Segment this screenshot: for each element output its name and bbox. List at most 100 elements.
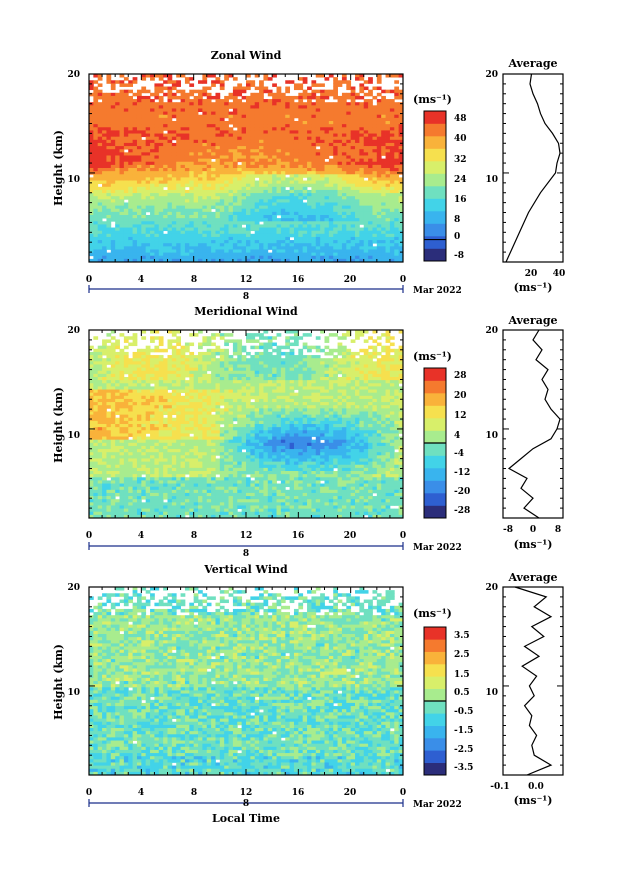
- heatmap-cell: [333, 86, 338, 91]
- heatmap-cell: [128, 508, 134, 513]
- heatmap-cell: [128, 218, 134, 222]
- heatmap-cell: [368, 146, 373, 150]
- heatmap-cell: [89, 152, 94, 156]
- heatmap-cell: [150, 514, 155, 518]
- heatmap-cell: [211, 186, 216, 191]
- heatmap-cell: [389, 130, 395, 134]
- heatmap-cell: [93, 211, 99, 216]
- heatmap-cell: [324, 255, 330, 260]
- heatmap-cell: [128, 358, 134, 362]
- heatmap-cell: [232, 252, 238, 257]
- heatmap-cell: [123, 505, 129, 509]
- heatmap-cell: [272, 74, 277, 78]
- heatmap-cell: [106, 461, 112, 466]
- heatmap-cell: [171, 127, 177, 131]
- heatmap-cell: [376, 152, 382, 156]
- heatmap-cell: [89, 80, 94, 84]
- heatmap-cell: [293, 127, 299, 131]
- heatmap-cell: [355, 108, 360, 112]
- heatmap-cell: [110, 348, 116, 353]
- heatmap-cell: [163, 114, 168, 119]
- heatmap-cell: [341, 99, 347, 103]
- heatmap-cell: [115, 424, 120, 428]
- heatmap-cell: [193, 158, 199, 163]
- heatmap-cell: [119, 164, 125, 169]
- heatmap-cell: [224, 199, 229, 203]
- heatmap-cell: [167, 114, 173, 119]
- heatmap-cell: [372, 130, 378, 134]
- heatmap-cell: [97, 452, 103, 456]
- heatmap-cell: [115, 373, 120, 378]
- heatmap-cell: [180, 102, 186, 106]
- heatmap-cell: [189, 221, 195, 225]
- heatmap-cell: [224, 127, 229, 131]
- heatmap-cell: [93, 189, 99, 194]
- heatmap-cell: [337, 133, 343, 138]
- heatmap-cell: [171, 142, 177, 147]
- heatmap-cell: [389, 236, 395, 241]
- heatmap-cell: [376, 236, 382, 241]
- heatmap-cell: [241, 161, 247, 166]
- heatmap-cell: [389, 99, 395, 103]
- heatmap-cell: [128, 395, 134, 400]
- heatmap-cell: [180, 92, 186, 97]
- heatmap-cell: [198, 199, 203, 203]
- heatmap-cell: [93, 139, 99, 144]
- heatmap-cell: [176, 236, 181, 241]
- heatmap-cell: [376, 117, 382, 122]
- heatmap-cell: [132, 133, 138, 138]
- heatmap-cell: [237, 230, 243, 235]
- heatmap-cell: [198, 240, 203, 244]
- heatmap-cell: [302, 258, 308, 262]
- heatmap-cell: [150, 358, 155, 362]
- heatmap-cell: [280, 171, 286, 175]
- heatmap-cell: [320, 114, 325, 119]
- heatmap-cell: [97, 505, 103, 509]
- heatmap-cell: [119, 177, 125, 181]
- heatmap-cell: [315, 211, 321, 216]
- heatmap-cell: [324, 111, 330, 116]
- heatmap-cell: [145, 74, 151, 78]
- heatmap-cell: [89, 215, 94, 219]
- heatmap-cell: [359, 205, 365, 210]
- heatmap-cell: [89, 202, 94, 206]
- heatmap-cell: [385, 211, 391, 216]
- heatmap-cell: [115, 133, 120, 138]
- heatmap-cell: [150, 377, 155, 381]
- heatmap-cell: [368, 77, 373, 81]
- heatmap-cell: [394, 105, 400, 109]
- heatmap-cell: [93, 199, 99, 203]
- heatmap-cell: [389, 224, 395, 228]
- heatmap-cell: [254, 152, 260, 156]
- heatmap-cell: [141, 505, 147, 509]
- heatmap-cell: [211, 146, 216, 150]
- heatmap-cell: [398, 189, 403, 194]
- heatmap-cell: [132, 439, 138, 444]
- heatmap-cell: [355, 218, 360, 222]
- heatmap-cell: [115, 136, 120, 141]
- heatmap-cell: [324, 224, 330, 228]
- heatmap-cell: [320, 117, 325, 122]
- heatmap-cell: [184, 243, 190, 247]
- heatmap-cell: [176, 89, 181, 94]
- heatmap-cell: [381, 221, 386, 225]
- heatmap-cell: [89, 464, 94, 469]
- heatmap-cell: [89, 389, 94, 394]
- heatmap-cell: [115, 361, 120, 365]
- heatmap-cell: [102, 420, 107, 425]
- heatmap-cell: [398, 208, 403, 213]
- heatmap-cell: [132, 243, 138, 247]
- heatmap-cell: [285, 89, 291, 94]
- heatmap-cell: [193, 183, 199, 188]
- heatmap-cell: [219, 136, 225, 141]
- heatmap-cell: [346, 249, 352, 253]
- heatmap-cell: [193, 196, 199, 200]
- zonal-wind-xtick: 0: [400, 275, 406, 285]
- heatmap-cell: [93, 486, 99, 491]
- heatmap-cell: [97, 227, 103, 232]
- heatmap-cell: [110, 99, 116, 103]
- heatmap-cell: [298, 180, 304, 185]
- heatmap-cell: [232, 240, 238, 244]
- heatmap-cell: [341, 74, 347, 78]
- heatmap-cell: [272, 202, 277, 206]
